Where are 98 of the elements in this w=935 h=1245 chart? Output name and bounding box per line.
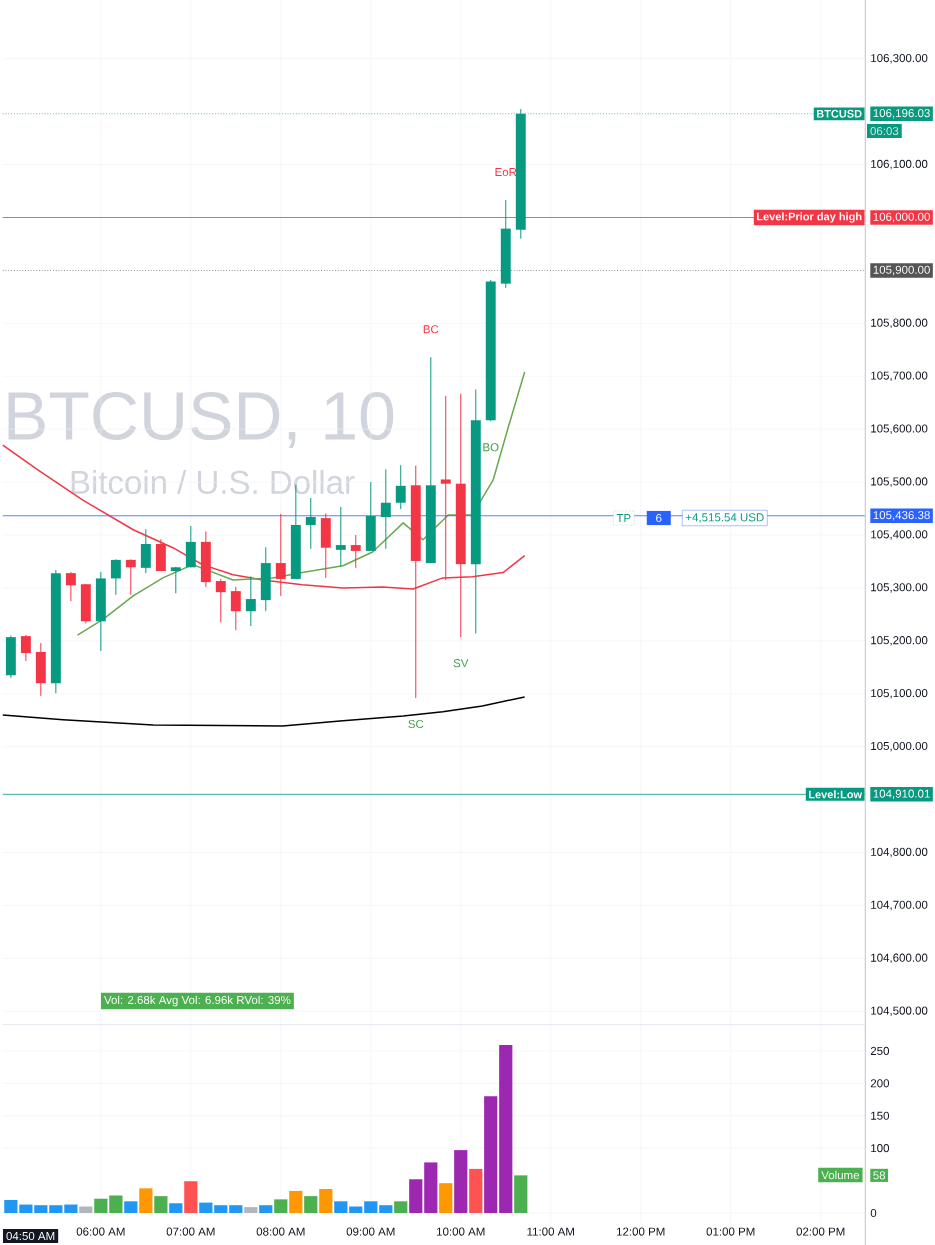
bar [379,1205,393,1213]
candlestick [111,558,121,596]
candlestick [170,566,181,594]
bar [109,1195,123,1213]
bar [139,1188,153,1213]
candlestick [245,575,256,627]
y-tick-label: 104,910.01 [873,789,930,800]
candlestick [305,497,316,550]
annotation: Volume [821,1170,860,1180]
bar [94,1198,108,1213]
text: 06:03 [870,126,899,136]
y-tick-label: 105,100.00 [871,689,928,699]
candlestick [230,586,241,631]
bar [199,1202,213,1213]
bar [49,1205,63,1213]
y-tick-label: 104,700.00 [871,900,928,911]
candlestick [335,506,346,568]
bar [424,1162,438,1213]
annotation: BC [423,325,439,334]
x-tick-label: 12:00 PM [617,1227,665,1236]
bar [259,1205,273,1213]
ref-line-label: Level:Prior day high [757,212,862,223]
y-tick-label: 104,600.00 [871,953,928,964]
ref-line-label: Level:Low [809,790,863,799]
candlestick [66,571,76,602]
y-tick-label: 100 [871,1144,890,1153]
annotation: BO [483,443,499,452]
y-tick-label: 106,000.00 [873,212,931,223]
y-tick-label: 105,600.00 [871,424,928,434]
bar [304,1196,318,1213]
y-tick-label: 104,800.00 [871,847,928,858]
bar [409,1179,423,1213]
x-tick-label: 02:00 PM [796,1227,845,1236]
candlestick [380,468,391,550]
bar [454,1150,468,1213]
text: 04:50 AM [6,1231,55,1241]
y-tick-label: 150 [871,1111,890,1120]
annotation: EoR [495,168,517,177]
bar [214,1205,228,1213]
candlestick [140,528,151,574]
bar [514,1175,528,1213]
bar [124,1201,138,1213]
bar [244,1207,258,1213]
x-tick-label: 11:00 AM [527,1227,575,1236]
y-tick-label: 105,700.00 [871,371,928,382]
bar [169,1203,183,1213]
y-tick-label: 106,196.03 [873,109,930,119]
candlestick [215,578,226,623]
bar [4,1200,18,1213]
y-tick-label: 105,300.00 [871,583,928,593]
y-tick-label: 105,800.00 [871,318,928,329]
annotation: +4,515.54 USD [685,513,764,523]
bar [349,1206,363,1213]
x-tick-label: 09:00 AM [346,1227,395,1236]
annotation: SV [453,659,469,668]
bar [484,1096,498,1213]
annotation: SC [408,719,424,729]
x-tick-label: 07:00 AM [166,1227,215,1236]
x-tick-label: 01:00 PM [706,1227,755,1236]
candlestick [125,558,136,596]
candlestick [395,464,406,510]
bar [79,1206,93,1213]
y-tick-label: 200 [870,1079,890,1088]
x-tick-label: 06:00 AM [76,1227,125,1236]
candlestick [350,534,361,569]
y-tick-label: 106,100.00 [871,159,928,170]
bar [154,1196,168,1213]
y-tick-label: 105,436.38 [873,511,930,521]
x-tick-label: 10:00 AM [437,1227,485,1236]
line-series [2,696,526,727]
bar [289,1190,303,1213]
y-tick-label: 58 [873,1171,886,1180]
y-tick-label: 105,200.00 [871,636,928,646]
bar [229,1205,243,1213]
y-tick-label: 250 [870,1046,890,1055]
y-tick-label: 105,400.00 [871,530,928,540]
y-tick-label: 105,000.00 [871,741,928,752]
bar [334,1201,348,1213]
bar [439,1183,453,1213]
bar [184,1181,198,1213]
bar [394,1201,408,1213]
y-tick-label: 106,300.00 [871,54,928,64]
annotation: 6 [656,513,662,523]
candlestick [21,634,31,662]
annotation: Vol: 2.68k Avg Vol: 6.96k RVol: 39% [104,995,291,1007]
bar [499,1045,513,1213]
bar [274,1199,288,1213]
bar [64,1204,78,1213]
annotation: TP [616,514,631,522]
y-tick-label: 0 [870,1208,877,1218]
x-tick-label: 08:00 AM [256,1227,305,1236]
bar [319,1188,333,1213]
y-tick-label: 105,500.00 [871,477,928,487]
y-tick-label: 104,500.00 [871,1006,928,1017]
y-tick-label: 105,900.00 [873,265,931,276]
ref-line-label: BTCUSD [817,109,862,118]
bar [469,1168,483,1213]
bar [364,1201,378,1213]
